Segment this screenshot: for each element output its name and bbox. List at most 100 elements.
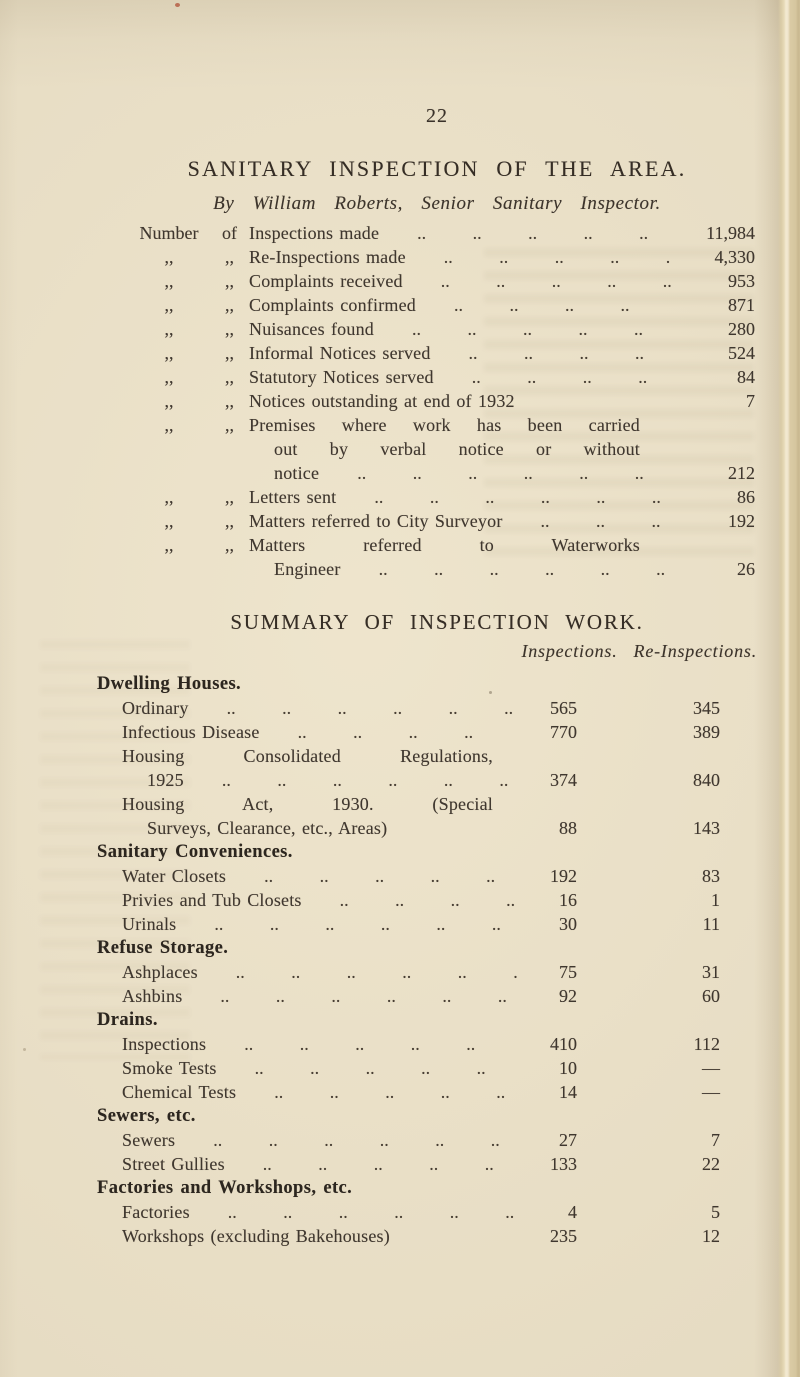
row-label: Number of: [128, 221, 249, 245]
reinspections-value: 112: [693, 1034, 720, 1054]
table-section-row: Dwelling Houses.: [97, 672, 757, 696]
row-name: 1925: [147, 770, 184, 790]
table-row: Urinals 30 11: [97, 912, 757, 936]
list-row: ,,,,Informal Notices served524: [128, 341, 757, 365]
row-value: 4,330: [714, 247, 756, 267]
table-row: Smoke Tests 10 —: [97, 1056, 757, 1080]
row-value: 26: [737, 559, 755, 579]
row-label-part: ,,: [225, 319, 234, 339]
dot-leader: [190, 1200, 517, 1224]
row-label-part: ,,: [225, 343, 234, 363]
page-content: 22 SANITARY INSPECTION OF THE AREA. By W…: [97, 0, 757, 1248]
table-row: Ordinary 565 345: [97, 696, 757, 720]
row-label: ,,,,: [128, 293, 249, 317]
table-row: Water Closets 192 83: [97, 864, 757, 888]
reinspections-value: 22: [702, 1154, 720, 1174]
row-item-text: notice: [274, 463, 320, 483]
table-row: Ashplaces 75 31: [97, 960, 757, 984]
reinspections-value: 143: [693, 818, 720, 838]
row-item-text: Inspections made: [249, 223, 380, 243]
dot-leader: [434, 365, 671, 389]
list-row: ,,,, Premises where work has been carried: [128, 413, 757, 437]
row-label-part: ,,: [225, 247, 234, 267]
reinspections-value: 840: [693, 770, 720, 790]
inspections-value: 75: [559, 962, 577, 982]
row-label-part: ,,: [164, 415, 174, 435]
row-label: ,,,,: [128, 413, 249, 437]
inspections-value: 192: [550, 866, 577, 886]
row-label: ,,,,: [128, 317, 249, 341]
section-title: Sanitary Conveniences.: [97, 842, 293, 862]
table-section-row: Sewers, etc.: [97, 1104, 757, 1128]
list-row: Engineer 26: [128, 557, 757, 581]
table-row: Ashbins 92 60: [97, 984, 757, 1008]
list-row: ,,,,Complaints confirmed871: [128, 293, 757, 317]
row-label-part: ,,: [164, 391, 174, 411]
list-row: ,,,,Statutory Notices served84: [128, 365, 757, 389]
reinspections-value: —: [702, 1082, 720, 1102]
table-row: Inspections 410 112: [97, 1032, 757, 1056]
dot-leader: [336, 485, 671, 509]
row-label-part: ,,: [225, 535, 234, 555]
dot-leader: [236, 1080, 517, 1104]
row-value: 86: [737, 487, 755, 507]
col-header-reinspections: Re-Inspections.: [633, 641, 757, 661]
dot-leader: [431, 341, 671, 365]
table-row: 1925 374 840: [97, 768, 757, 792]
row-name: Ordinary: [122, 698, 189, 718]
dot-leader: [406, 245, 671, 269]
row-name: Housing Act, 1930. (Special: [122, 794, 493, 814]
row-item-text: Statutory Notices served: [249, 367, 434, 387]
table-section-row: Refuse Storage.: [97, 936, 757, 960]
row-value: 871: [728, 295, 755, 315]
reinspections-value: 1: [711, 890, 720, 910]
row-value: 212: [728, 463, 755, 483]
dot-leader: [341, 557, 671, 581]
row-value: 7: [746, 391, 755, 411]
row-label-part: of: [222, 223, 237, 243]
row-label-part: Number: [139, 223, 199, 243]
section-title: Factories and Workshops, etc.: [97, 1178, 353, 1198]
inspections-value: 16: [559, 890, 577, 910]
dot-leader: [184, 768, 517, 792]
paper-speck: [23, 1048, 26, 1051]
list-row: ,,,,Re-Inspections made 4,330: [128, 245, 757, 269]
row-item-text: Matters referred to City Surveyor: [249, 511, 503, 531]
reinspections-value: 345: [693, 698, 720, 718]
dot-leader: [206, 1032, 517, 1056]
summary-heading: SUMMARY OF INSPECTION WORK.: [230, 610, 644, 634]
row-name: Infectious Disease: [122, 722, 260, 742]
table-row: Street Gullies 133 22: [97, 1152, 757, 1176]
dot-leader: [503, 509, 671, 533]
reinspections-value: 12: [702, 1226, 720, 1246]
dot-leader: [189, 696, 517, 720]
inspections-value: 27: [559, 1130, 577, 1150]
table-row: Housing Act, 1930. (Special: [97, 792, 757, 816]
page-number: 22: [426, 105, 448, 127]
row-name: Street Gullies: [122, 1154, 225, 1174]
table-section-row: Drains.: [97, 1008, 757, 1032]
inspections-value: 770: [550, 722, 577, 742]
row-label-part: ,,: [225, 415, 234, 435]
table-row: Privies and Tub Closets 16 1: [97, 888, 757, 912]
row-label: ,,,,: [128, 365, 249, 389]
row-name: Sewers: [122, 1130, 176, 1150]
dot-leader: [226, 864, 517, 888]
row-item-text: Re-Inspections made: [249, 247, 406, 267]
table-row: Workshops (excluding Bakehouses) 235 12: [97, 1224, 757, 1248]
row-name: Chemical Tests: [122, 1082, 237, 1102]
row-label: ,,,,: [128, 245, 249, 269]
list-row: out by verbal notice or without: [128, 437, 757, 461]
inspections-value: 4: [568, 1202, 577, 1222]
row-label-part: ,,: [164, 511, 174, 531]
row-label-part: ,,: [164, 271, 174, 291]
dot-leader: [374, 317, 671, 341]
row-label: ,,,,: [128, 485, 249, 509]
row-item-text: Engineer: [274, 559, 341, 579]
row-name: Surveys, Clearance, etc., Areas): [147, 818, 388, 838]
section-title: Drains.: [97, 1010, 158, 1030]
row-label-part: ,,: [225, 391, 234, 411]
inspections-value: 30: [559, 914, 577, 934]
